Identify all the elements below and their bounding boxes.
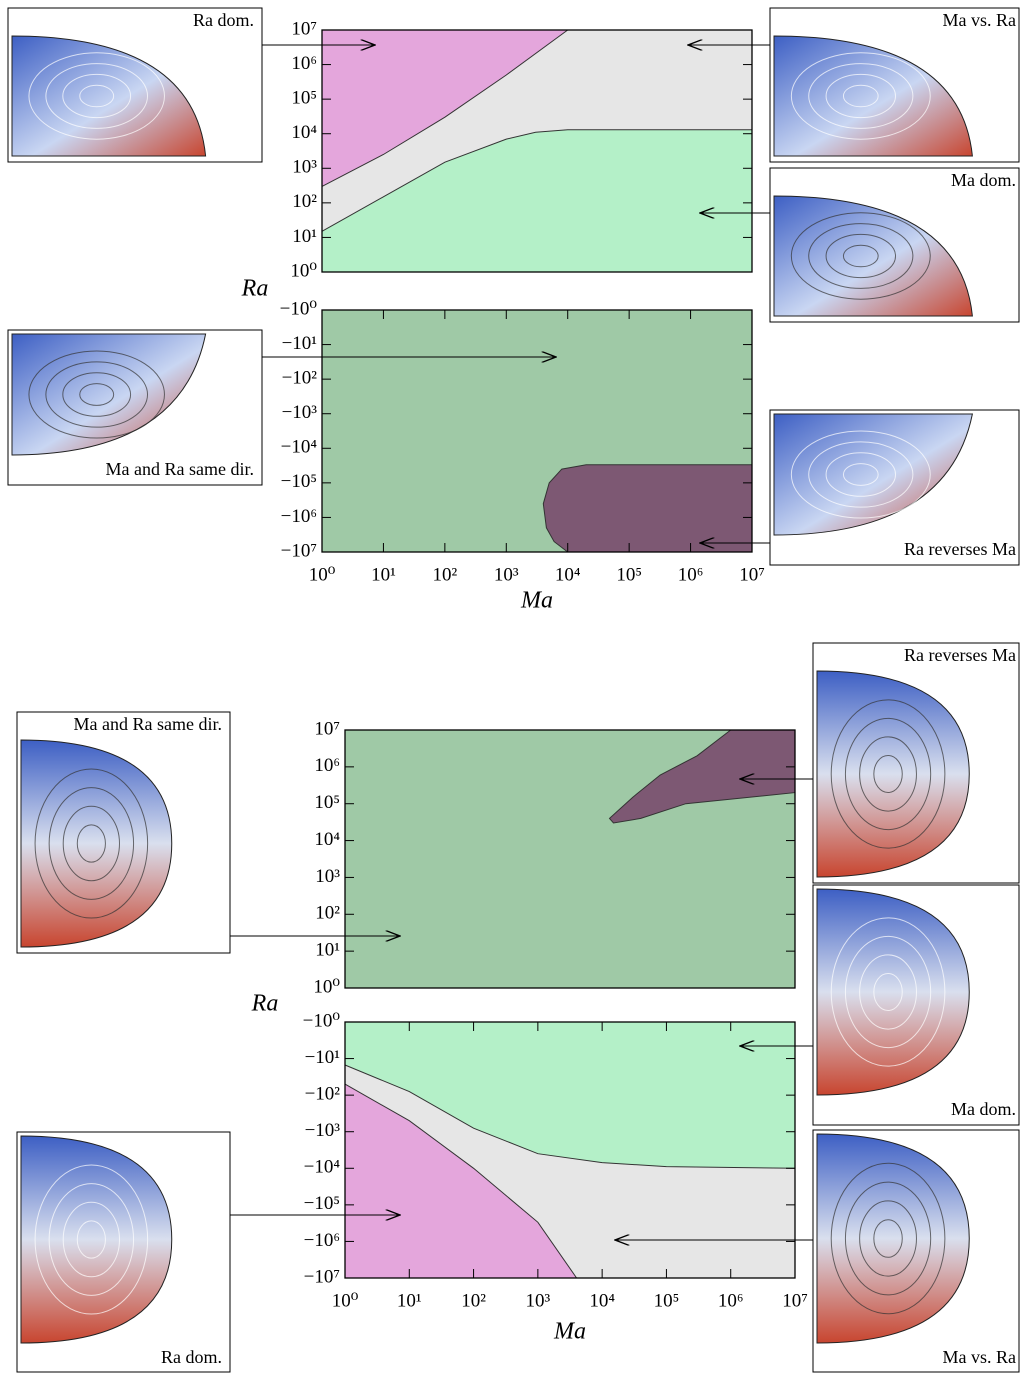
y-tick-label: −10²: [282, 368, 318, 389]
region: [543, 465, 752, 552]
y-axis-label: Ra: [251, 991, 279, 1017]
inset-caption: Ma dom.: [951, 1099, 1016, 1119]
inset-caption: Ra dom.: [161, 1347, 222, 1367]
x-tick-label: 10⁶: [678, 564, 704, 585]
x-tick-label: 10⁶: [718, 1290, 744, 1311]
y-tick-label: 10²: [292, 191, 317, 212]
inset-caption: Ra reverses Ma: [904, 645, 1016, 665]
x-tick-label: 10²: [433, 564, 458, 585]
x-tick-label: 10⁷: [739, 564, 765, 585]
y-tick-label: −10⁵: [304, 1193, 340, 1214]
y-axis-label: Ra: [241, 276, 269, 302]
y-tick-label: −10⁷: [281, 540, 317, 561]
x-tick-label: 10⁵: [654, 1290, 680, 1311]
y-tick-label: 10¹: [315, 940, 340, 961]
y-tick-label: 10³: [292, 157, 317, 178]
x-tick-label: 10⁰: [309, 564, 336, 585]
x-tick-label: 10⁷: [782, 1290, 808, 1311]
x-tick-label: 10³: [526, 1290, 551, 1311]
y-tick-label: −10⁷: [304, 1266, 340, 1287]
x-axis-label: Ma: [553, 1319, 586, 1345]
inset-caption: Ma and Ra same dir.: [74, 714, 222, 734]
x-tick-label: 10¹: [371, 564, 396, 585]
x-tick-label: 10²: [461, 1290, 486, 1311]
x-tick-label: 10⁴: [589, 1290, 615, 1311]
x-tick-label: 10¹: [397, 1290, 422, 1311]
y-tick-label: 10⁷: [291, 18, 317, 39]
x-tick-label: 10⁵: [616, 564, 642, 585]
y-tick-label: 10²: [315, 903, 340, 924]
y-tick-label: 10⁵: [291, 88, 317, 109]
inset-caption: Ma dom.: [951, 170, 1016, 190]
y-tick-label: 10⁴: [314, 829, 340, 850]
x-tick-label: 10³: [494, 564, 519, 585]
inset-caption: Ra reverses Ma: [904, 539, 1016, 559]
y-tick-label: −10²: [305, 1084, 341, 1105]
y-tick-label: −10³: [282, 402, 318, 423]
inset-caption: Ma and Ra same dir.: [106, 459, 254, 479]
y-tick-label: −10⁶: [281, 506, 317, 527]
x-tick-label: 10⁴: [555, 564, 581, 585]
y-tick-label: 10³: [315, 866, 340, 887]
figure: Ra dom. Ma and Ra same dir. Ma vs. Ra Ma do…: [0, 0, 1020, 1373]
y-tick-label: 10⁷: [314, 718, 340, 739]
x-tick-label: 10⁰: [332, 1290, 359, 1311]
inset-caption: Ma vs. Ra: [943, 10, 1017, 30]
y-tick-label: −10⁵: [281, 471, 317, 492]
y-tick-label: 10¹: [292, 226, 317, 247]
y-tick-label: 10⁵: [314, 792, 340, 813]
y-tick-label: −10⁰: [303, 1010, 341, 1031]
y-tick-label: −10¹: [305, 1047, 341, 1068]
y-tick-label: 10⁴: [291, 122, 317, 143]
y-tick-label: 10⁶: [314, 755, 340, 776]
y-tick-label: −10⁰: [280, 298, 318, 319]
inset-caption: Ra dom.: [193, 10, 254, 30]
y-tick-label: −10³: [305, 1120, 341, 1141]
y-tick-label: −10⁴: [304, 1157, 341, 1178]
y-tick-label: −10¹: [282, 333, 318, 354]
y-tick-label: 10⁶: [291, 53, 317, 74]
y-tick-label: 10⁰: [290, 260, 317, 281]
y-tick-label: −10⁴: [281, 437, 318, 458]
y-tick-label: −10⁶: [304, 1230, 340, 1251]
y-tick-label: 10⁰: [313, 976, 340, 997]
inset-caption: Ma vs. Ra: [943, 1347, 1017, 1367]
x-axis-label: Ma: [520, 588, 553, 614]
